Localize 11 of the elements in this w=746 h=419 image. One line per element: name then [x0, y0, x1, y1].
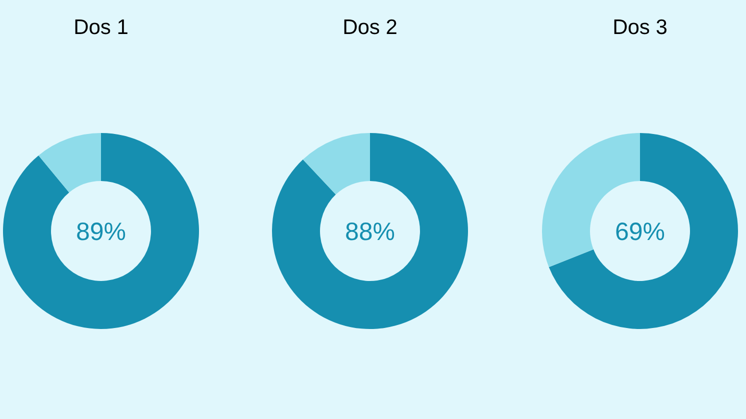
chart-title: Dos 2 [342, 16, 398, 39]
data-label: 69% [614, 218, 666, 246]
donut-slice [272, 133, 468, 329]
chart-title: Dos 1 [74, 16, 128, 39]
data-label: 89% [76, 218, 126, 246]
donut-slice [3, 133, 199, 329]
donut-slice [302, 133, 370, 195]
donut-slice [38, 133, 101, 192]
chart-title: Dos 3 [612, 16, 668, 39]
donut-slice [548, 133, 738, 329]
data-label: 88% [344, 218, 396, 246]
